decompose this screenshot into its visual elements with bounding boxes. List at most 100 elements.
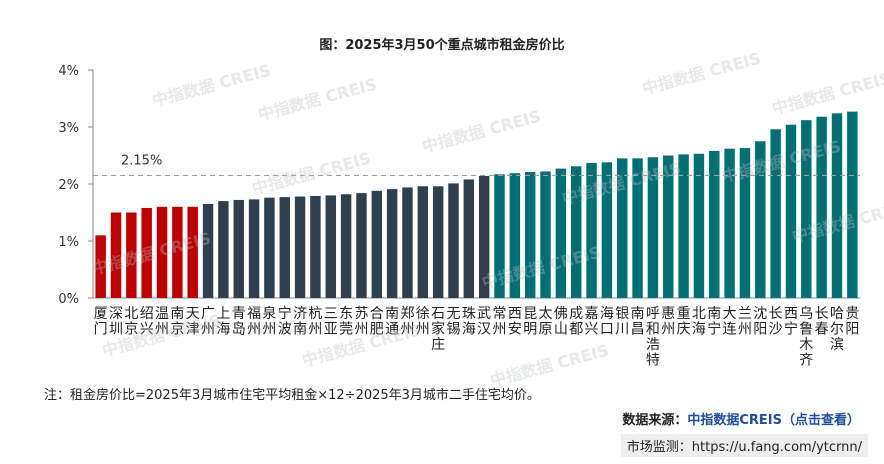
bar bbox=[172, 206, 183, 298]
x-tick-label: 南京 bbox=[170, 306, 184, 338]
x-tick-label: 广州 bbox=[201, 306, 215, 338]
bar bbox=[218, 201, 229, 298]
bar bbox=[402, 187, 413, 298]
bar bbox=[693, 153, 705, 298]
x-tick-label: 济南 bbox=[293, 306, 307, 338]
bar bbox=[187, 206, 198, 298]
x-tick-label: 昆明 bbox=[523, 306, 537, 338]
bar bbox=[801, 120, 812, 298]
bar bbox=[524, 172, 536, 298]
x-tick-label: 绍兴 bbox=[140, 306, 154, 338]
bar bbox=[770, 129, 781, 298]
bar bbox=[632, 158, 643, 298]
x-tick-label: 长沙 bbox=[769, 306, 783, 338]
footnote: 注：租金房价比=2025年3月城市住宅平均租金×12÷2025年3月城市二手住宅… bbox=[44, 388, 540, 403]
x-tick-label: 太原 bbox=[539, 306, 553, 338]
bar bbox=[570, 166, 582, 298]
bar bbox=[279, 197, 290, 298]
x-tick-label: 西安 bbox=[508, 306, 522, 338]
chart-title: 图：2025年3月50个重点城市租金房价比 bbox=[319, 38, 565, 53]
bar bbox=[755, 141, 766, 298]
bar bbox=[110, 212, 122, 298]
x-tick-label: 石家庄 bbox=[431, 306, 445, 353]
y-tick-label: 3% bbox=[58, 121, 79, 136]
y-tick-label: 4% bbox=[58, 64, 79, 79]
bar bbox=[663, 155, 674, 298]
bar bbox=[417, 186, 429, 298]
market-monitor-url[interactable]: https://u.fang.com/ytcrnn/ bbox=[691, 440, 862, 455]
x-tick-label: 南通 bbox=[385, 306, 399, 338]
bar bbox=[724, 148, 735, 298]
data-source: 数据来源：中指数据CREIS（点击查看） bbox=[622, 409, 860, 428]
bar bbox=[141, 207, 152, 298]
x-tick-label: 宁波 bbox=[278, 305, 292, 338]
bar bbox=[233, 199, 244, 298]
bar bbox=[555, 168, 567, 298]
bar bbox=[264, 197, 275, 298]
bar bbox=[386, 189, 398, 298]
x-tick-label: 乌鲁木齐 bbox=[799, 306, 813, 369]
x-tick-label: 厦门 bbox=[94, 306, 108, 338]
x-tick-label: 上海 bbox=[216, 306, 230, 338]
bar bbox=[647, 157, 659, 298]
bar bbox=[371, 190, 383, 298]
x-tick-label: 成都 bbox=[569, 306, 583, 338]
x-tick-label: 长春 bbox=[815, 306, 829, 338]
market-monitor: 市场监测：https://u.fang.com/ytcrnn/ bbox=[620, 434, 868, 457]
x-tick-label: 银川 bbox=[615, 306, 629, 338]
bar bbox=[463, 179, 475, 298]
x-tick-label: 兰州 bbox=[738, 306, 752, 338]
x-tick-label: 大连 bbox=[723, 306, 737, 338]
y-tick-label: 1% bbox=[58, 235, 79, 250]
x-tick-label: 嘉兴 bbox=[585, 306, 599, 338]
bar bbox=[325, 195, 336, 298]
y-tick-label: 2% bbox=[58, 178, 79, 193]
bar bbox=[816, 116, 827, 299]
x-tick-label: 海口 bbox=[600, 306, 614, 338]
x-tick-label: 南宁 bbox=[707, 306, 721, 338]
x-tick-label: 珠海 bbox=[462, 306, 476, 338]
x-tick-label: 惠州 bbox=[661, 306, 675, 338]
x-tick-label: 沈阳 bbox=[753, 306, 767, 338]
bar bbox=[432, 186, 444, 298]
bar bbox=[709, 150, 720, 298]
x-tick-label: 武汉 bbox=[477, 306, 491, 338]
bar bbox=[617, 158, 628, 298]
x-tick-label: 北京 bbox=[124, 306, 138, 338]
x-tick-label: 徐州 bbox=[416, 306, 430, 338]
bar bbox=[509, 173, 521, 298]
x-tick-label: 佛山 bbox=[554, 306, 568, 338]
x-tick-label: 重庆 bbox=[677, 306, 691, 338]
x-tick-label: 无锡 bbox=[446, 306, 460, 338]
bar bbox=[126, 212, 137, 298]
x-tick-label: 三亚 bbox=[324, 306, 338, 338]
bar bbox=[478, 176, 490, 298]
data-source-label: 数据来源： bbox=[622, 413, 688, 428]
market-monitor-label: 市场监测： bbox=[626, 440, 692, 455]
bar bbox=[294, 196, 306, 298]
x-tick-label: 温州 bbox=[155, 306, 169, 338]
data-source-link[interactable]: 中指数据CREIS（点击查看） bbox=[687, 413, 860, 428]
bar bbox=[678, 154, 689, 298]
bar bbox=[356, 193, 367, 298]
bar bbox=[156, 206, 168, 298]
bar bbox=[340, 194, 352, 298]
bar bbox=[248, 199, 260, 298]
bar-chart: 0% 1% 2% 3% 4% 2.15% 厦门深圳北京绍兴温州南京天津广州上海青岛福州泉州宁… bbox=[58, 64, 860, 369]
bar bbox=[847, 111, 858, 298]
bar bbox=[310, 195, 321, 298]
bar bbox=[601, 162, 613, 298]
y-tick-label: 0% bbox=[58, 292, 79, 307]
x-tick-label: 北海 bbox=[692, 306, 706, 338]
bar bbox=[739, 148, 751, 298]
reference-line-label: 2.15% bbox=[121, 153, 162, 168]
x-tick-label: 青岛 bbox=[232, 306, 246, 338]
bar bbox=[448, 183, 459, 298]
x-tick-label: 南昌 bbox=[631, 306, 645, 338]
x-tick-label: 福州 bbox=[247, 306, 261, 338]
bar bbox=[540, 171, 551, 298]
x-tick-label: 西宁 bbox=[784, 306, 798, 338]
x-tick-label: 哈尔滨 bbox=[830, 306, 844, 353]
bar bbox=[831, 113, 843, 298]
x-tick-label: 郑州 bbox=[400, 306, 414, 338]
